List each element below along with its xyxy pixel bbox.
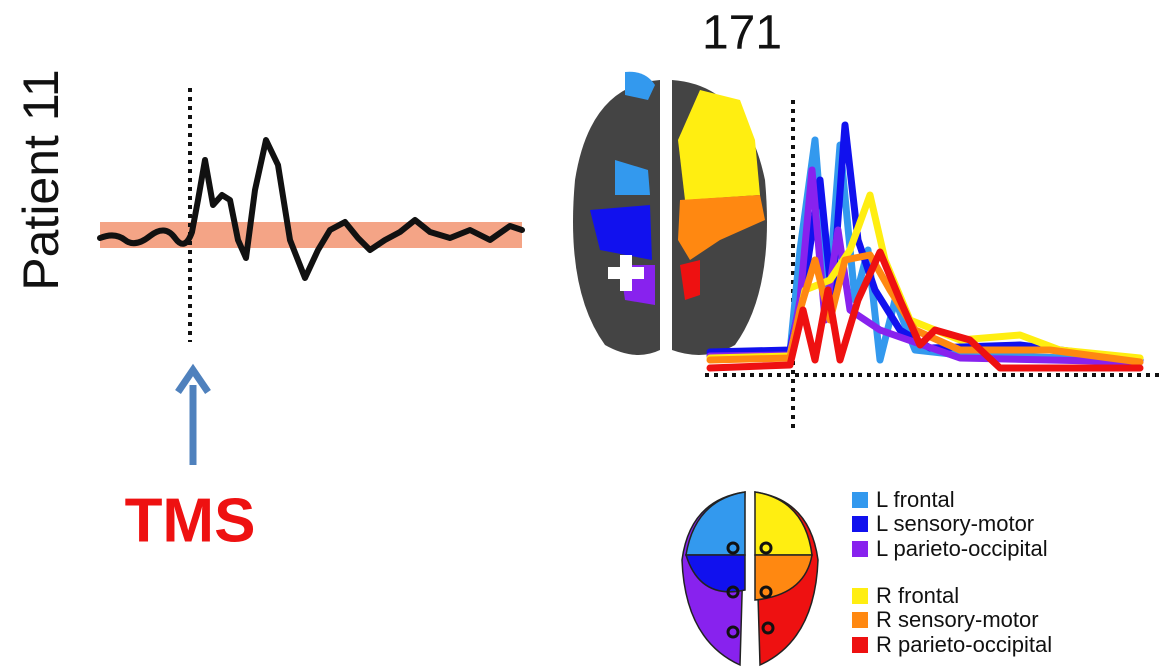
legend-label: R frontal [876, 583, 959, 608]
legend-swatch [852, 588, 868, 604]
legend-label: R sensory-motor [876, 607, 1039, 632]
legend-swatch [852, 516, 868, 532]
legend-label: L parieto-occipital [876, 536, 1048, 561]
legend-swatch [852, 492, 868, 508]
region-map [682, 492, 818, 665]
brain-map [573, 72, 767, 355]
response-traces [710, 125, 1140, 368]
legend-label: L frontal [876, 487, 955, 512]
legend-label: L sensory-motor [876, 511, 1034, 536]
legend-swatch [852, 637, 868, 653]
legend-swatch [852, 541, 868, 557]
legend-swatch [852, 612, 868, 628]
figure: Patient 11 TMS 171 [0, 0, 1166, 668]
eeg-trace [100, 140, 522, 278]
legend-label: R parieto-occipital [876, 632, 1052, 657]
patient-label: Patient 11 [13, 69, 69, 290]
number-label: 171 [702, 7, 782, 60]
page: {"figure": { "patient": "Patient 11", "n… [0, 0, 1166, 668]
tms-label: TMS [125, 486, 256, 555]
